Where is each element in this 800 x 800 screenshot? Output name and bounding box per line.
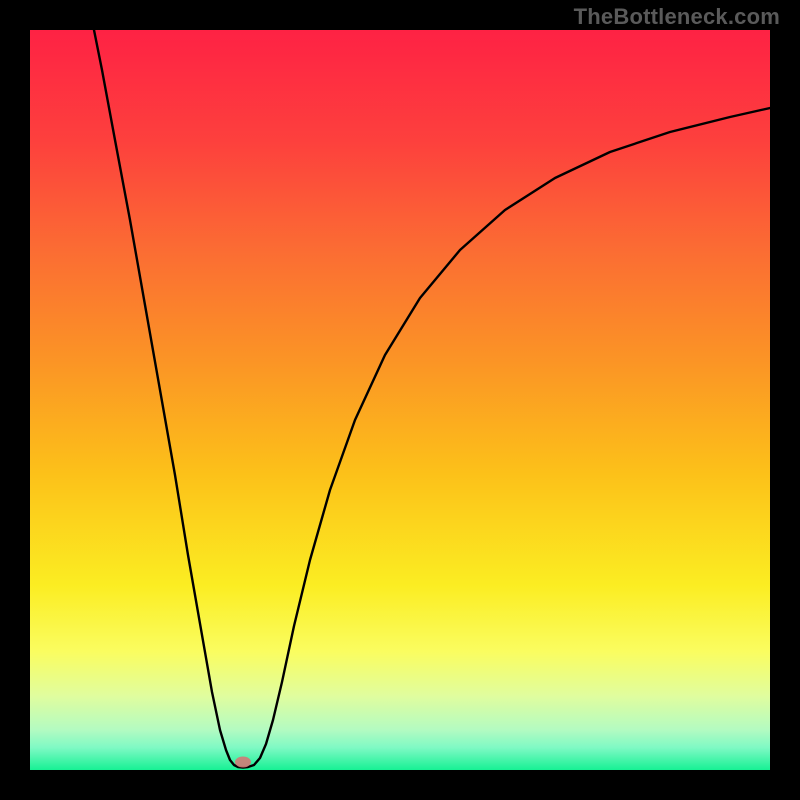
- minimum-marker: [235, 757, 251, 768]
- chart-frame: TheBottleneck.com: [0, 0, 800, 800]
- plot-svg: [30, 30, 770, 770]
- watermark-text: TheBottleneck.com: [574, 4, 780, 30]
- plot-area: [30, 30, 770, 770]
- gradient-background: [30, 30, 770, 770]
